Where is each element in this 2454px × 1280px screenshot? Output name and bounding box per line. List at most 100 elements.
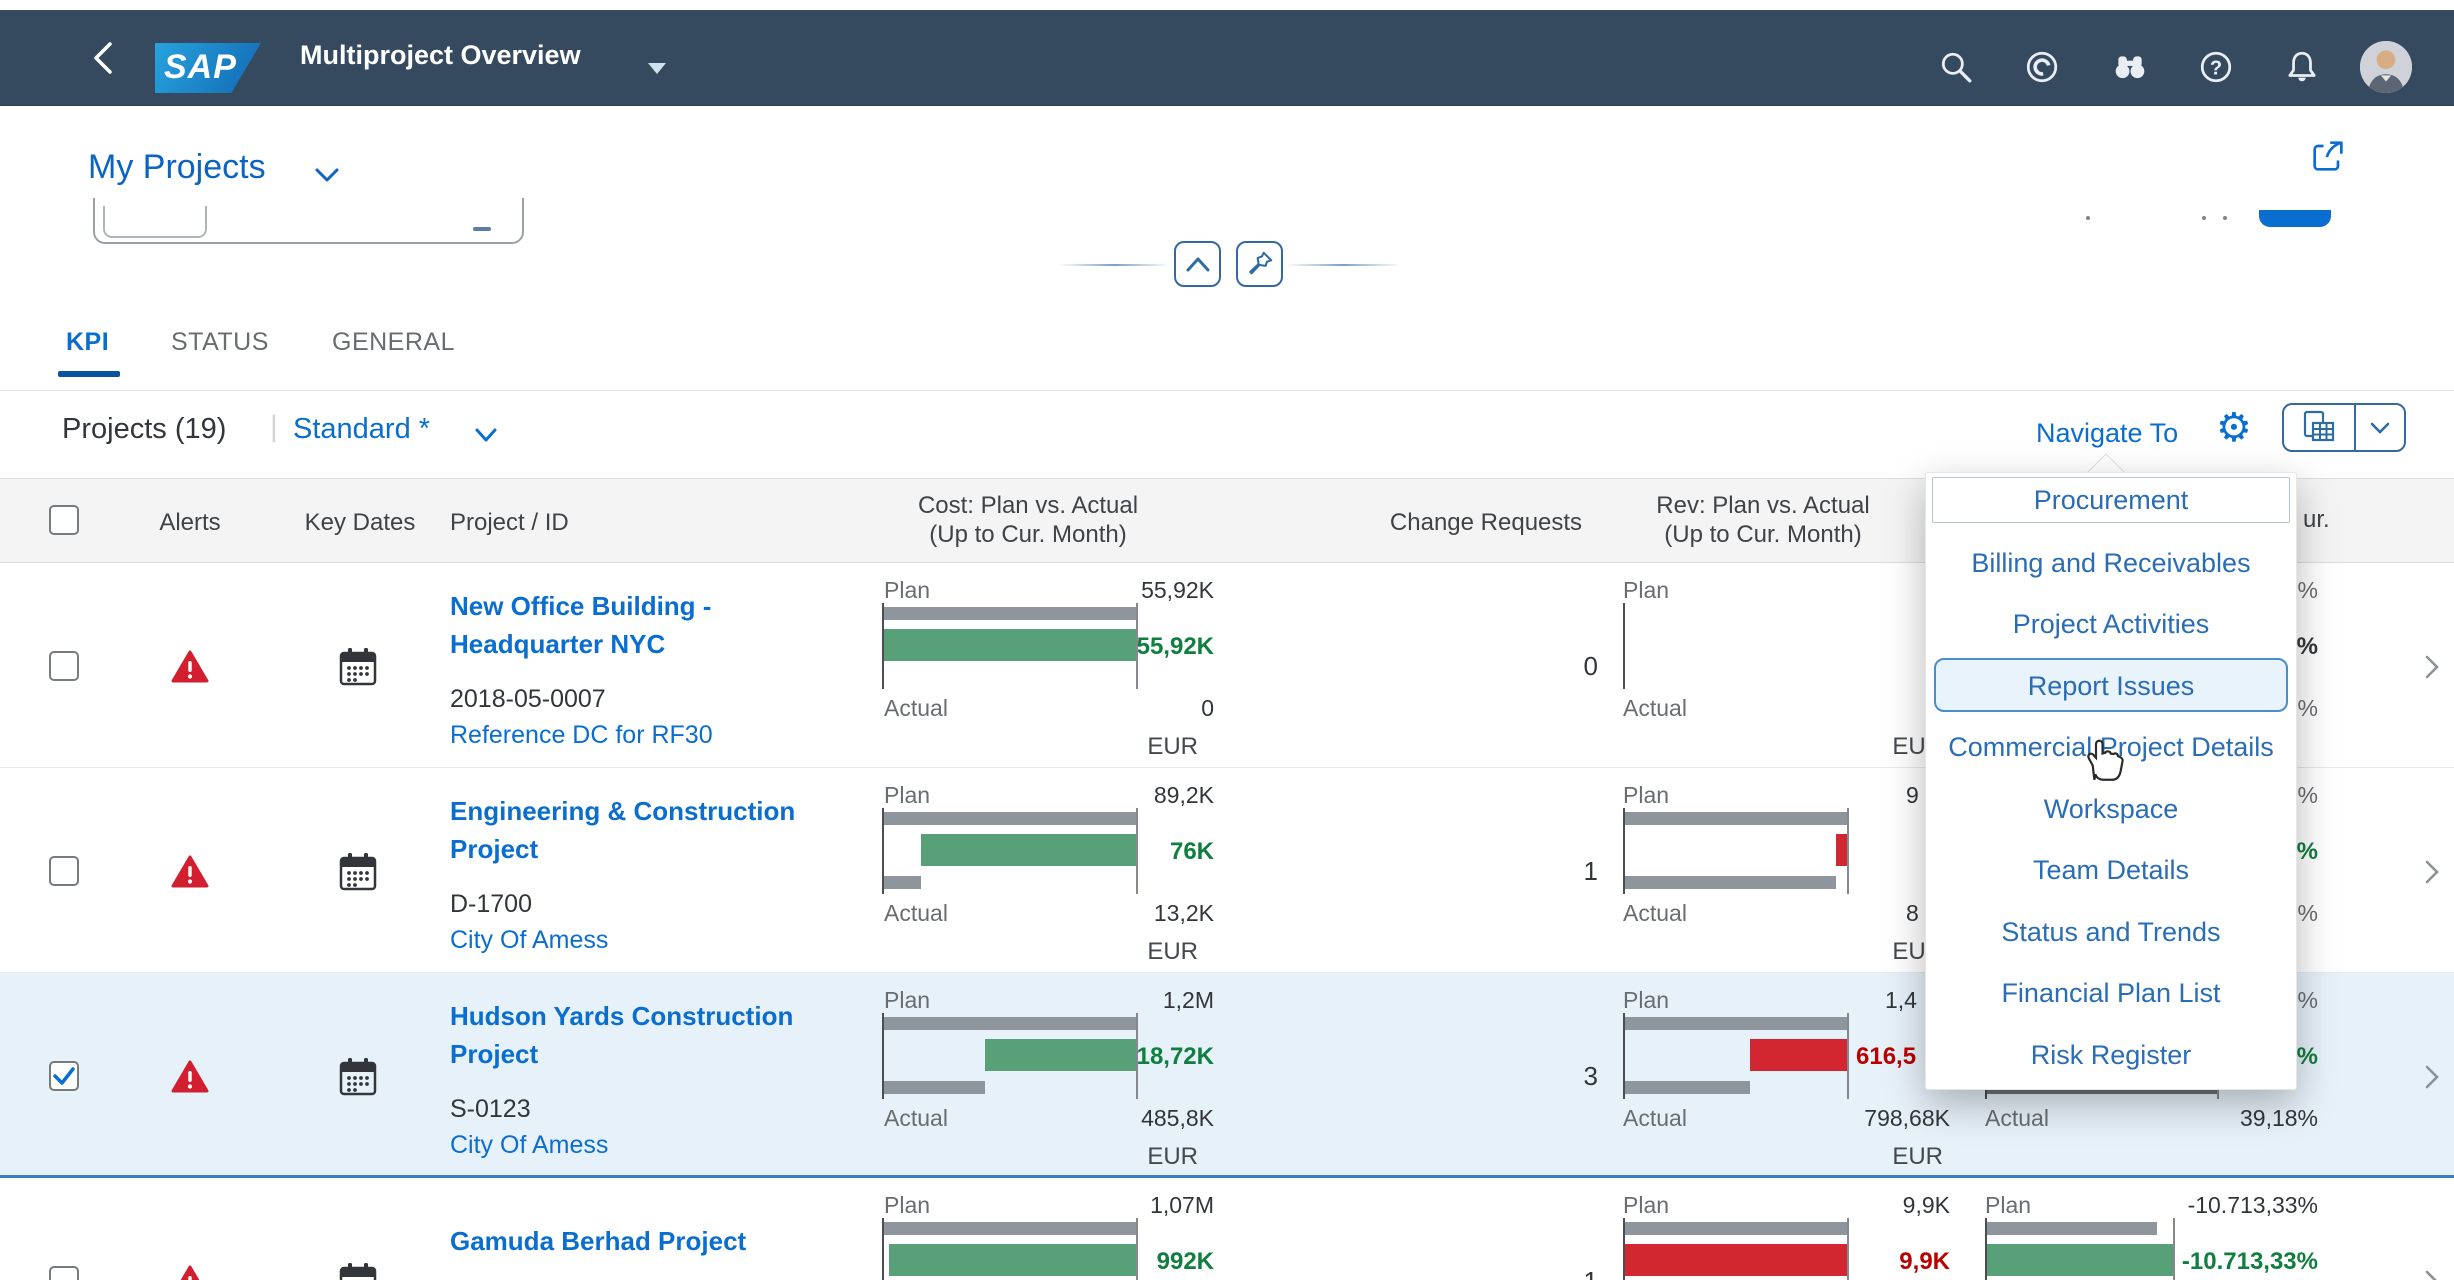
margin-chart-text: % — [2297, 695, 2318, 721]
column-header-cost[interactable]: Cost: Plan vs. Actual (Up to Cur. Month) — [917, 492, 1139, 548]
cost-chart-text: EUR — [1147, 938, 1198, 965]
margin-chart-text: % — [2296, 633, 2318, 660]
table-row: Gamuda Berhad Project Plan 1,07M 992K 1 Plan 9… — [0, 1178, 2454, 1280]
column-header-margin-fragment[interactable]: ur. — [2303, 506, 2330, 533]
change-requests-value: 1 — [1498, 1266, 1598, 1280]
project-name-link[interactable]: Gamuda Berhad Project — [450, 1226, 747, 1256]
project-customer-link[interactable]: Reference DC for RF30 — [450, 721, 713, 749]
change-requests-value: 1 — [1583, 856, 1598, 886]
rev-chart-text: 616,5 — [1856, 1043, 1917, 1070]
rev-chart-actual-bar — [1625, 876, 1836, 889]
cost-chart-end-tick — [1136, 1218, 1138, 1280]
key-dates-calendar-icon[interactable] — [338, 647, 378, 692]
menu-item-report-issues[interactable]: Report Issues — [1934, 657, 2288, 712]
back-icon[interactable] — [86, 40, 120, 76]
tab-kpi[interactable]: KPI — [66, 328, 110, 356]
menu-item-team-details[interactable]: Team Details — [2032, 855, 2190, 885]
column-header-change-requests[interactable]: Change Requests — [1389, 509, 1583, 536]
view-selector[interactable]: Standard * — [293, 413, 431, 445]
change-requests-value: 0 — [1583, 651, 1598, 681]
menu-item-status-and-trends[interactable]: Status and Trends — [2001, 916, 2221, 947]
row-checkbox[interactable] — [49, 651, 79, 681]
margin-chart-axis — [1985, 1218, 1987, 1280]
collapse-header-button[interactable] — [1174, 241, 1221, 287]
app-title[interactable]: Multiproject Overview — [300, 40, 581, 70]
notifications-icon[interactable] — [2284, 49, 2320, 85]
filter-field-remnant[interactable] — [93, 198, 524, 244]
key-dates-calendar-icon[interactable] — [338, 1057, 378, 1102]
column-header-key-dates[interactable]: Key Dates — [304, 509, 416, 536]
project-name-link[interactable]: Hudson Yards Construction Project — [450, 1001, 794, 1069]
row-nav-chevron[interactable] — [2424, 1063, 2440, 1096]
key-dates-calendar-icon[interactable] — [338, 1262, 378, 1280]
rev-chart-axis — [1623, 603, 1625, 689]
rev-chart-axis — [1623, 1013, 1625, 1099]
row-nav-chevron[interactable] — [2424, 858, 2440, 891]
user-avatar[interactable] — [2360, 41, 2412, 93]
rev-chart: Plan 1,4 616,5 Actual 798,68K EUR — [1623, 973, 1950, 1178]
alert-icon[interactable] — [171, 855, 209, 894]
pin-header-button[interactable] — [1236, 241, 1283, 287]
app-title-caret-icon[interactable] — [648, 63, 666, 74]
view-selector-chevron-icon[interactable] — [474, 427, 498, 448]
menu-item-workspace[interactable]: Workspace — [2043, 793, 2179, 824]
share-icon[interactable] — [2308, 136, 2348, 176]
menu-item-procurement[interactable]: Procurement — [1932, 477, 2290, 523]
search-icon[interactable] — [1938, 49, 1974, 85]
project-name-link[interactable]: New Office Building - Headquarter NYC — [450, 591, 712, 659]
page-title-chevron-icon[interactable] — [314, 166, 340, 189]
row-checkbox[interactable] — [49, 1266, 79, 1280]
menu-item-billing-and-receivables[interactable]: Billing and Receivables — [1971, 547, 2251, 578]
key-dates-calendar-icon[interactable] — [338, 852, 378, 897]
column-header-rev[interactable]: Rev: Plan vs. Actual (Up to Cur. Month) — [1656, 492, 1870, 548]
page-title[interactable]: My Projects — [88, 148, 266, 186]
binoculars-icon[interactable] — [2112, 49, 2148, 85]
margin-chart-delta-bar — [1987, 1244, 2173, 1276]
rev-chart-delta-bar — [1750, 1039, 1847, 1071]
alert-icon[interactable] — [171, 650, 209, 689]
export-dropdown-chevron-icon[interactable] — [2356, 405, 2404, 450]
cost-chart-text: Actual — [884, 900, 948, 926]
alert-icon[interactable] — [171, 1265, 209, 1280]
alert-icon[interactable] — [171, 1060, 209, 1099]
row-checkbox[interactable] — [49, 856, 79, 886]
menu-item-risk-register[interactable]: Risk Register — [2030, 1039, 2192, 1070]
export-split-button[interactable] — [2282, 403, 2406, 452]
margin-chart-text: Actual — [1985, 1105, 2049, 1131]
margin-chart: Plan -10.713,33% -10.713,33% — [1985, 1178, 2318, 1280]
selected-tab-underline — [58, 371, 120, 377]
cost-chart: Plan 1,07M 992K — [882, 1178, 1214, 1280]
export-spreadsheet-icon[interactable] — [2284, 405, 2356, 450]
row-nav-chevron[interactable] — [2424, 1268, 2440, 1280]
rev-chart-text: 9 — [1906, 782, 1919, 808]
go-button-remnant[interactable] — [2259, 210, 2331, 227]
cost-chart: Plan 1,2M 718,72K Actual 485,8K EUR — [882, 973, 1214, 1178]
sap-logo[interactable]: SAP — [155, 43, 261, 93]
rev-chart-text: EUR — [1892, 1143, 1943, 1170]
menu-item-project-activities[interactable]: Project Activities — [2012, 609, 2210, 639]
copilot-icon[interactable] — [2024, 49, 2060, 85]
cost-chart-delta-bar — [985, 1039, 1136, 1071]
row-checkbox[interactable] — [49, 1061, 79, 1091]
tab-general[interactable]: GENERAL — [332, 328, 455, 356]
cost-chart-text: 13,2K — [1153, 900, 1214, 926]
column-header-alerts[interactable]: Alerts — [159, 509, 221, 536]
pin-icon — [1248, 251, 1272, 275]
navigate-to-button[interactable]: Navigate To — [2036, 418, 2179, 448]
menu-item-financial-plan-list[interactable]: Financial Plan List — [2001, 978, 2221, 1008]
cost-chart-actual-bar — [884, 876, 921, 889]
row-nav-chevron[interactable] — [2424, 653, 2440, 686]
select-all-checkbox[interactable] — [49, 505, 79, 535]
cost-chart-plan-bar — [884, 1017, 1136, 1030]
settings-gear-icon[interactable]: ⚙ — [2216, 406, 2252, 450]
help-icon[interactable]: ? — [2198, 49, 2234, 85]
rev-chart: Plan Actual EUR — [1623, 563, 1950, 768]
project-name-link[interactable]: Engineering & Construction Project — [450, 796, 796, 864]
cost-chart-end-tick — [1136, 1013, 1138, 1099]
project-customer-link[interactable]: City Of Amess — [450, 926, 609, 954]
column-header-project[interactable]: Project / ID — [450, 509, 569, 536]
project-customer-link[interactable]: City Of Amess — [450, 1131, 609, 1159]
cost-chart-text: EUR — [1147, 1143, 1198, 1170]
tab-status[interactable]: STATUS — [171, 328, 269, 356]
